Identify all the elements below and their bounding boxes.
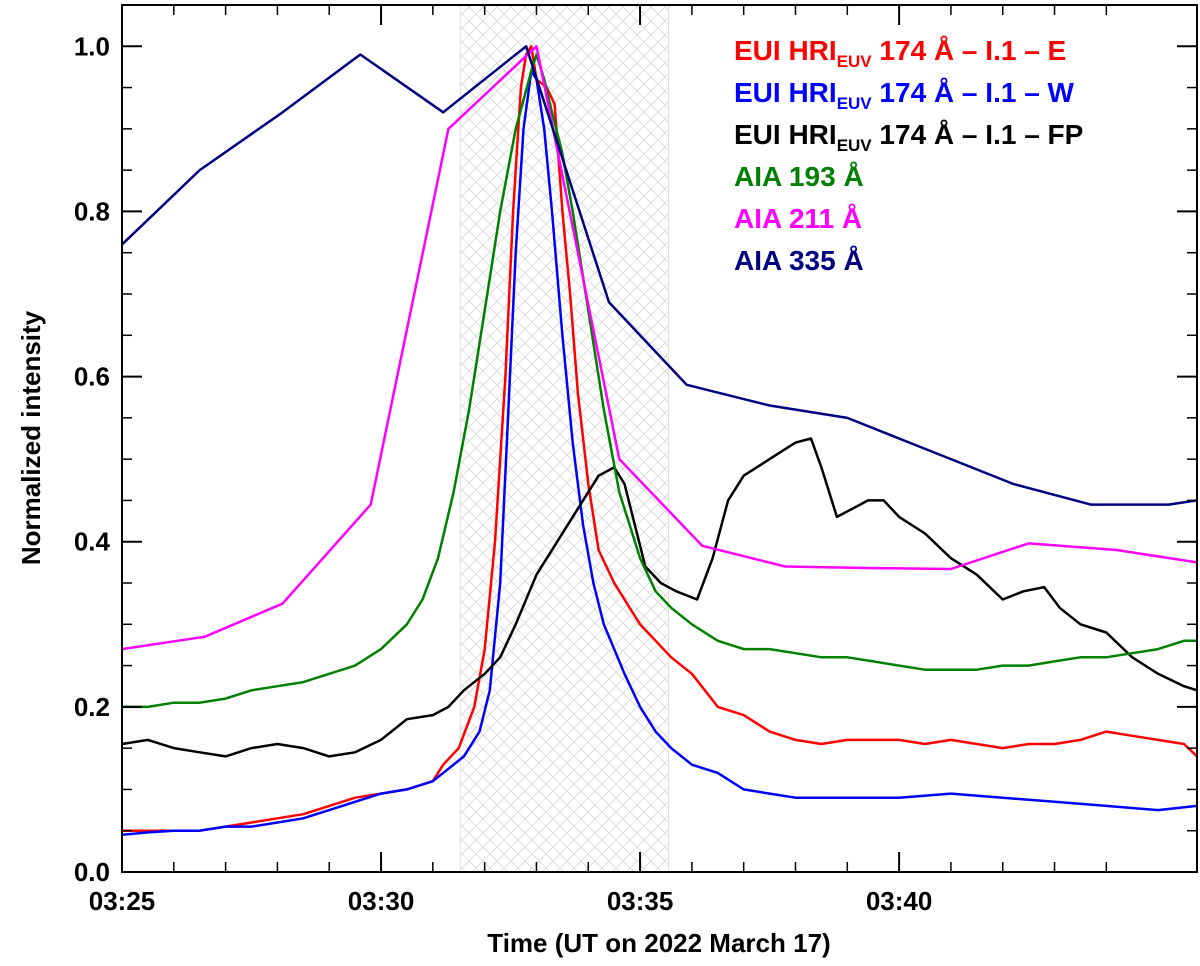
plot-frame — [121, 4, 1198, 873]
legend: EUI HRIEUV 174 Å – I.1 – E EUI HRIEUV 174… — [734, 35, 1083, 276]
y-tick-label-5: 0.8 — [74, 196, 110, 226]
series-line-1 — [122, 45, 1197, 832]
legend-entry-1: EUI HRIEUV 174 Å – I.1 – E — [734, 35, 1066, 71]
x-tick-label-3: 03:35 — [607, 886, 674, 916]
legend-entry-6: AIA 335 Å — [734, 245, 864, 276]
y-tick-label-1: 0.0 — [74, 857, 110, 887]
x-tick-label-4: 03:40 — [866, 886, 933, 916]
x-axis-label: Time (UT on 2022 March 17) — [487, 928, 830, 958]
series-line-3 — [122, 437, 1197, 758]
y-tick-label-3: 0.4 — [74, 527, 111, 557]
x-tick-label-1: 03:25 — [89, 886, 156, 916]
legend-entry-2: EUI HRIEUV 174 Å – I.1 – W — [734, 77, 1075, 113]
y-tick-label-4: 0.6 — [74, 362, 110, 392]
legend-entry-3: EUI HRIEUV 174 Å – I.1 – FP — [734, 119, 1083, 155]
tick-layer: 03:25 03:30 03:35 03:40 0.0 0.2 0.4 0.6 0.8 1.0 — [74, 5, 1197, 916]
series-line-2 — [122, 69, 1197, 837]
legend-entry-4: AIA 193 Å — [734, 161, 864, 192]
y-tick-label-2: 0.2 — [74, 692, 110, 722]
y-tick-label-6: 1.0 — [74, 31, 110, 61]
series-line-4 — [122, 53, 1197, 709]
shaded-interval — [459, 4, 670, 873]
shaded-interval-layer — [459, 4, 670, 873]
x-tick-label-2: 03:30 — [348, 886, 415, 916]
series-line-6 — [122, 45, 1197, 506]
series-line-5 — [122, 45, 1197, 651]
legend-entry-5: AIA 211 Å — [734, 203, 862, 234]
series-layer — [122, 45, 1197, 837]
y-axis-label: Normalized intensity — [16, 310, 46, 565]
